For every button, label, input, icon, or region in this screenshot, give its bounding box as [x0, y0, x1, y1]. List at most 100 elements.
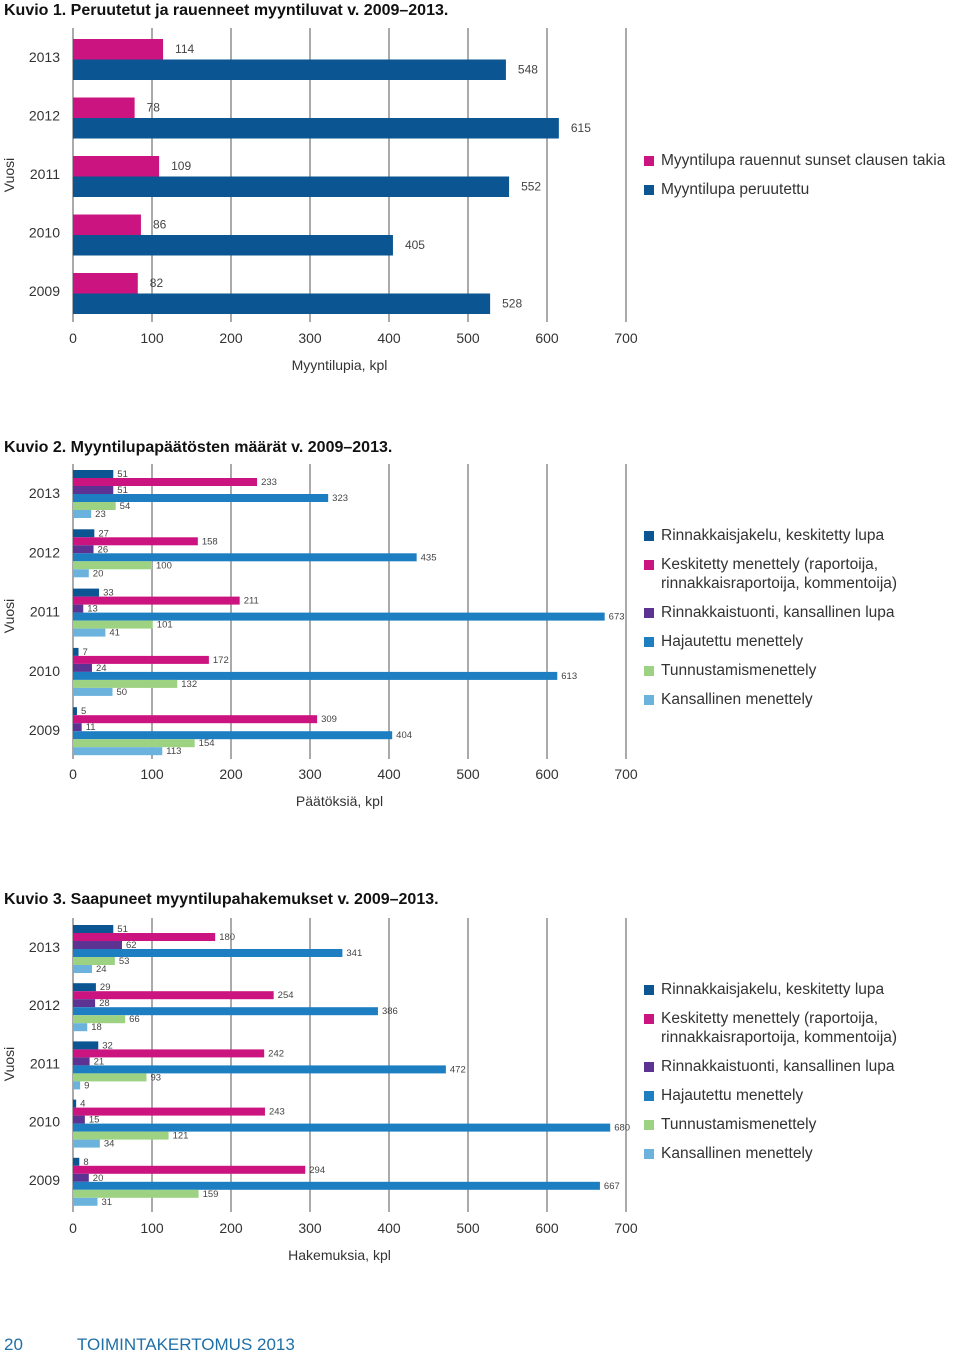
chart2-plot: 0 100 200 300 400 500 600 700 Päätöksiä, kpl Vuos… — [1, 464, 638, 809]
bar — [73, 502, 116, 510]
data-label: 24 — [96, 663, 107, 674]
data-label: 101 — [157, 620, 173, 631]
data-label: 18 — [91, 1022, 102, 1033]
chart3-title: Kuvio 3. Saapuneet myyntilupahakemukset … — [4, 891, 439, 908]
bar — [73, 655, 209, 664]
legend-swatch — [644, 608, 654, 618]
x-tick-label: 200 — [219, 1220, 243, 1236]
legend-label: Rinnakkaistuonti, kansallinen lupa — [661, 604, 895, 621]
bar — [73, 663, 92, 672]
bar — [73, 747, 163, 756]
x-tick-label: 100 — [140, 330, 164, 346]
x-tick-label: 200 — [219, 330, 243, 346]
data-label: 11 — [86, 722, 96, 733]
x-tick-label: 700 — [614, 766, 638, 782]
bar — [73, 1057, 90, 1066]
legend-label: Hajautettu menettely — [661, 1087, 804, 1104]
legend-item: Tunnustamismenettely — [644, 661, 897, 680]
bar — [73, 1157, 80, 1166]
x-axis-title: Päätöksiä, kpl — [296, 793, 383, 809]
data-label: 472 — [450, 1064, 466, 1075]
data-label: 41 — [109, 628, 120, 639]
bar — [73, 1049, 265, 1058]
legend-item: Tunnustamismenettely — [644, 1115, 897, 1134]
bar — [73, 957, 115, 965]
bar — [73, 293, 491, 314]
legend-item: Hajautettu menettely — [644, 1086, 897, 1105]
legend-swatch — [644, 1149, 654, 1159]
bar — [73, 569, 89, 578]
x-tick-label: 200 — [219, 766, 243, 782]
y-category-label: 2011 — [30, 604, 60, 620]
legend-label: Kansallinen menettely — [661, 1145, 813, 1162]
data-label: 613 — [561, 671, 577, 682]
data-label: 20 — [93, 1173, 104, 1184]
data-label: 404 — [396, 730, 412, 741]
bar — [73, 1023, 88, 1032]
legend-swatch — [644, 1091, 654, 1101]
data-label: 386 — [382, 1006, 398, 1017]
legend-item: Rinnakkaisjakelu, keskitetty lupa — [644, 526, 897, 545]
data-label: 51 — [117, 485, 128, 496]
bar — [73, 529, 95, 538]
legend-label: Myyntilupa peruutettu — [661, 181, 810, 198]
bar — [73, 470, 114, 478]
bar — [73, 1139, 100, 1148]
legend-swatch — [644, 185, 654, 195]
data-label: 54 — [120, 501, 131, 512]
data-label: 15 — [89, 1115, 100, 1126]
data-label: 20 — [93, 568, 104, 579]
bar — [73, 949, 343, 957]
x-tick-label: 300 — [298, 766, 322, 782]
data-label: 34 — [104, 1139, 115, 1150]
bar — [73, 235, 393, 256]
data-label: 26 — [98, 544, 109, 555]
bar — [73, 1015, 126, 1024]
data-label: 62 — [126, 940, 137, 951]
legend-swatch — [644, 531, 654, 541]
bar — [73, 999, 96, 1008]
data-label: 27 — [98, 528, 109, 539]
x-tick-label: 300 — [298, 1220, 322, 1236]
data-label: 548 — [518, 63, 538, 77]
publication-title: TOIMINTAKERTOMUS 2013 — [76, 1335, 295, 1354]
data-label: 242 — [268, 1048, 284, 1059]
x-axis-title: Myyntilupia, kpl — [292, 357, 388, 373]
legend-swatch — [644, 1062, 654, 1072]
legend-item: Rinnakkaisjakelu, keskitetty lupa — [644, 980, 897, 999]
y-category-label: 2009 — [29, 722, 60, 738]
y-category-label: 2011 — [30, 1055, 60, 1071]
x-tick-label: 400 — [377, 1220, 401, 1236]
x-tick-label: 500 — [456, 1220, 480, 1236]
data-label: 180 — [219, 932, 235, 943]
x-tick-label: 600 — [535, 1220, 559, 1236]
bar — [73, 273, 138, 294]
legend-label: Keskitetty menettely (raportoija, rinnakk… — [661, 1010, 898, 1046]
legend-item: Rinnakkaistuonti, kansallinen lupa — [644, 603, 897, 622]
bar — [73, 1007, 378, 1016]
data-label: 172 — [213, 655, 229, 666]
bar — [73, 1073, 147, 1082]
bar — [73, 1099, 77, 1108]
x-tick-label: 400 — [377, 766, 401, 782]
legend-swatch — [644, 1120, 654, 1130]
x-tick-label: 100 — [140, 1220, 164, 1236]
x-tick-label: 100 — [140, 766, 164, 782]
chart1-plot: 0 100 200 300 400 500 600 700 Myyntilupia, kpl Vu… — [1, 28, 638, 373]
legend-swatch — [644, 156, 654, 166]
bar — [73, 118, 559, 139]
chart2-title: Kuvio 2. Myyntilupapäätösten määrät v. 2… — [4, 439, 393, 456]
bar — [73, 671, 558, 680]
bar — [73, 478, 258, 486]
y-category-label: 2013 — [29, 49, 60, 65]
x-tick-label: 400 — [377, 330, 401, 346]
legend-swatch — [644, 560, 654, 570]
chart1-title: Kuvio 1. Peruutetut ja rauenneet myyntil… — [4, 2, 449, 19]
data-label: 552 — [521, 180, 541, 194]
bar — [73, 723, 82, 732]
bar — [73, 1131, 169, 1140]
legend-item: Keskitetty menettely (raportoija, rinnakk… — [644, 1009, 897, 1047]
bar — [73, 494, 329, 502]
y-category-label: 2011 — [30, 166, 60, 182]
bar — [73, 612, 605, 621]
